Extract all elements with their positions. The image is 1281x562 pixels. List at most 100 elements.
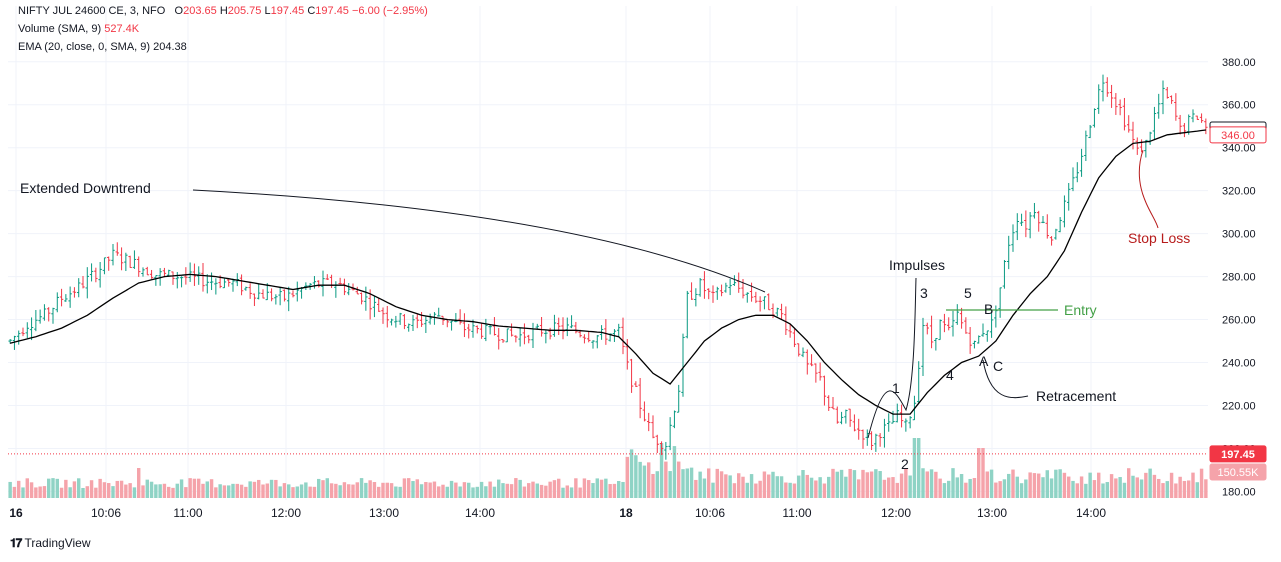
volume-bar	[467, 482, 471, 498]
volume-bar	[1144, 472, 1148, 498]
volume-bar	[359, 478, 364, 498]
volume-bar	[578, 487, 582, 498]
volume-bar	[184, 487, 188, 498]
annotation-impulses: Impulses	[889, 257, 945, 273]
volume-bar	[269, 479, 274, 498]
volume-bar	[874, 469, 878, 498]
volume-bar	[145, 479, 149, 498]
volume-bar	[1109, 474, 1114, 498]
volume-bar	[565, 485, 569, 498]
volume-bar	[171, 487, 175, 498]
volume-bar	[141, 485, 145, 498]
volume-bar	[205, 481, 209, 498]
volume-bar	[921, 468, 925, 498]
volume-bar	[441, 484, 445, 498]
volume-bar	[574, 478, 578, 498]
volume-bar	[278, 486, 282, 498]
ema-indicator-value: 204.38	[153, 41, 187, 53]
volume-bar	[257, 479, 261, 498]
volume-bar	[539, 484, 544, 498]
volume-bar	[38, 486, 42, 498]
volume-bar	[1079, 476, 1084, 498]
annotation-wave-4: 4	[946, 367, 954, 383]
volume-bar	[1097, 472, 1101, 498]
y-tick-label: 180.00	[1222, 486, 1256, 498]
volume-bar	[1118, 477, 1122, 498]
volume-bar	[389, 483, 394, 498]
volume-bar	[287, 484, 291, 498]
volume-bar	[162, 483, 167, 498]
volume-bar	[925, 471, 929, 498]
volume-bar	[47, 478, 51, 498]
retracement-line	[982, 359, 1029, 399]
volume-bar	[1187, 480, 1191, 498]
volume-bar	[839, 469, 844, 498]
volume-bar	[291, 487, 295, 498]
volume-bar	[814, 480, 818, 498]
volume-bar	[938, 478, 942, 498]
volume-bar	[407, 478, 411, 498]
ohlc-low-label: L	[264, 5, 271, 17]
symbol-title[interactable]: NIFTY JUL 24600 CE, 3, NFO	[18, 5, 166, 17]
volume-bar	[591, 483, 595, 498]
volume-bar	[42, 486, 47, 498]
volume-bar	[509, 484, 514, 498]
volume-bar	[1148, 468, 1152, 498]
volume-bar	[1178, 476, 1182, 498]
volume-bar	[64, 479, 68, 498]
impulses-line	[867, 277, 917, 439]
volume-bar	[72, 481, 77, 498]
annotation-extended-downtrend: Extended Downtrend	[20, 180, 151, 196]
volume-bar	[831, 468, 835, 498]
volume-bar	[891, 477, 895, 498]
volume-bar	[1075, 483, 1079, 498]
volume-bar	[797, 475, 801, 498]
volume-bar	[29, 482, 34, 498]
annotation-entry: Entry	[1064, 302, 1097, 318]
volume-bar	[728, 475, 732, 498]
volume-bar	[59, 487, 64, 498]
volume-bar	[501, 483, 505, 498]
volume-bar	[647, 462, 651, 498]
volume-bar	[1195, 482, 1199, 498]
volume-legend: Volume (SMA, 9) 527.4K	[18, 22, 139, 36]
tradingview-logo[interactable]: 𝟏𝟕 TradingView	[10, 536, 91, 551]
volume-bar	[304, 482, 308, 498]
y-tick-label: 300.00	[1222, 229, 1256, 241]
x-tick-label: 10:06	[695, 506, 725, 520]
volume-bar	[244, 486, 248, 498]
tradingview-logo-icon: 𝟏𝟕	[10, 536, 22, 550]
ema-indicator-label[interactable]: EMA (20, close, 0, SMA, 9)	[18, 41, 151, 53]
volume-bar	[411, 481, 415, 498]
volume-bar	[239, 484, 244, 498]
volume-bar	[732, 483, 737, 498]
volume-bar	[522, 486, 527, 498]
y-tick-label: 340.00	[1222, 143, 1256, 155]
volume-bar	[342, 482, 347, 498]
ohlc-low: 197.45	[270, 5, 305, 17]
volume-bar	[1092, 480, 1097, 498]
ohlc-high-label: H	[219, 5, 228, 17]
ohlc-close-label: C	[307, 5, 316, 17]
volume-bar	[488, 481, 492, 498]
volume-bar	[415, 479, 419, 498]
volume-bar	[518, 479, 522, 498]
volume-bar	[25, 478, 29, 498]
volume-bar	[248, 481, 252, 498]
volume-bar	[754, 483, 758, 498]
symbol-legend: NIFTY JUL 24600 CE, 3, NFO O203.65 H205.…	[18, 4, 428, 18]
x-axis[interactable]: 16 10:06 11:00 12:00 13:00 14:00 18 10:06 11:00 1…	[9, 506, 1106, 520]
volume-bar	[21, 487, 25, 498]
volume-bar	[582, 478, 587, 498]
volume-bar	[822, 483, 827, 498]
volume-bar	[569, 487, 574, 498]
volume-bar	[1139, 479, 1144, 498]
volume-indicator-label[interactable]: Volume (SMA, 9)	[18, 23, 102, 35]
tradingview-logo-text: TradingView	[24, 536, 91, 550]
volume-bar	[137, 468, 141, 498]
volume-bar	[955, 477, 959, 498]
volume-bar	[655, 471, 659, 498]
volume-bar	[625, 456, 629, 498]
candlestick-series	[8, 74, 1208, 460]
